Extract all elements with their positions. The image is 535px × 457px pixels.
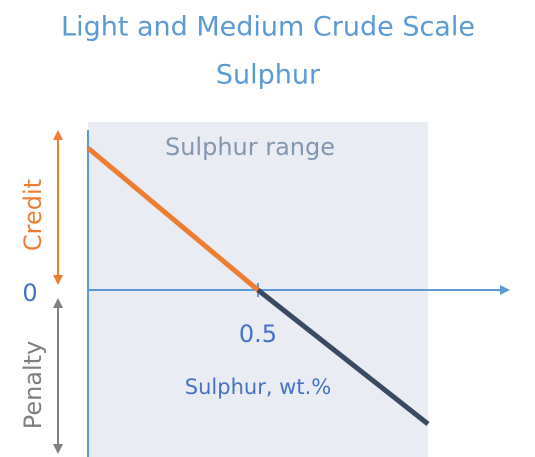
penalty-label: Penalty [19,341,47,430]
title-line: Light and Medium Crude Scale [61,12,475,43]
credit-label: Credit [19,179,47,251]
credit-line [86,146,260,292]
x-tick-label: 0.5 [239,320,277,348]
origin-label: 0 [22,279,37,307]
x-axis-label: Sulphur, wt.% [185,375,331,399]
region-label: Sulphur range [165,133,335,161]
title-line: Sulphur [216,60,321,91]
penalty-line [256,288,430,426]
